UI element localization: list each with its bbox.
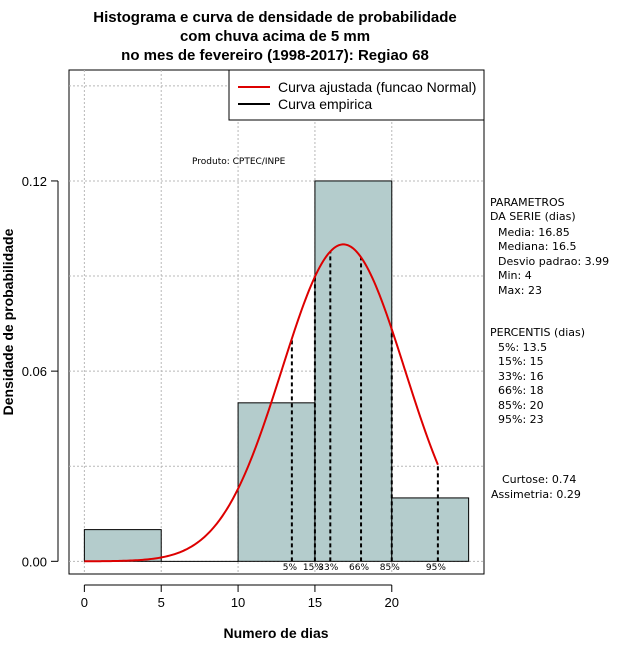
parametros-block: PARAMETROS DA SERIE (dias) Media: 16.85 … (490, 196, 609, 297)
percentile-label-4: 85% (380, 563, 400, 573)
y-tick-label-0: 0.00 (22, 554, 47, 569)
histogram-bar-3 (314, 180, 393, 562)
param-media: Media: 16.85 (498, 226, 570, 239)
stat-assimetria: Assimetria: 0.29 (491, 488, 581, 501)
percentil-95: 95%: 23 (498, 413, 544, 426)
percentis-block: PERCENTIS (dias) 5%: 13.5 15%: 15 33%: 1… (490, 326, 585, 426)
percentil-66: 66%: 18 (498, 384, 544, 397)
percentil-15: 15%: 15 (498, 355, 544, 368)
x-axis-title: Numero de dias (223, 625, 328, 641)
legend-label-empirical: Curva empirica (278, 96, 372, 112)
percentil-5: 5%: 13.5 (498, 341, 547, 354)
percentis-heading: PERCENTIS (dias) (490, 326, 585, 339)
param-mediana: Mediana: 16.5 (498, 240, 576, 253)
param-desvio: Desvio padrao: 3.99 (498, 255, 609, 268)
normal-fit-curve (84, 243, 439, 563)
param-heading-2: DA SERIE (dias) (490, 210, 576, 223)
param-heading-1: PARAMETROS (490, 196, 565, 209)
x-tick-label-0: 0 (81, 595, 88, 610)
legend-label-normal: Curva ajustada (funcao Normal) (278, 79, 476, 95)
x-tick-label-5: 5 (158, 595, 165, 610)
y-tick-label-1: 0.06 (22, 364, 47, 379)
x-axis: 0 5 10 15 20 (81, 584, 399, 610)
percentile-lines-layer (290, 251, 439, 562)
histogram-bar-4 (391, 497, 470, 562)
chart-title-line-1: Histograma e curva de densidade de proba… (93, 9, 456, 26)
stats-block: Curtose: 0.74 Assimetria: 0.29 (491, 473, 581, 501)
y-tick-label-2: 0.12 (22, 174, 47, 189)
x-tick-label-10: 10 (231, 595, 245, 610)
percentile-label-5: 95% (426, 563, 446, 573)
chart-title-line-2: com chuva acima de 5 mm (180, 28, 370, 45)
histogram-bar-0 (83, 529, 162, 562)
param-min: Min: 4 (498, 269, 532, 282)
legend-box (228, 69, 485, 121)
legend: Curva ajustada (funcao Normal) Curva emp… (228, 69, 485, 121)
histogram-bar-2 (237, 402, 316, 562)
percentile-labels-layer: 5% 15%33% 66% 85% 95% (283, 563, 447, 573)
x-tick-label-20: 20 (385, 595, 399, 610)
chart-title-line-3: no mes de fevereiro (1998-2017): Regiao … (121, 47, 429, 64)
percentile-label-2: 33% (318, 563, 338, 573)
product-label: Produto: CPTEC/INPE (192, 157, 286, 167)
percentile-label-1: 15% (303, 563, 323, 573)
y-axis: 0.00 0.06 0.12 (22, 174, 59, 569)
percentil-85: 85%: 20 (498, 399, 544, 412)
percentile-label-0: 5% (283, 563, 298, 573)
param-max: Max: 23 (498, 284, 542, 297)
x-tick-label-15: 15 (308, 595, 322, 610)
bars-layer (83, 180, 470, 562)
stat-curtose: Curtose: 0.74 (502, 473, 576, 486)
y-axis-title: Densidade de probabilidade (0, 228, 16, 415)
percentil-33: 33%: 16 (498, 370, 544, 383)
percentile-label-3: 66% (349, 563, 369, 573)
